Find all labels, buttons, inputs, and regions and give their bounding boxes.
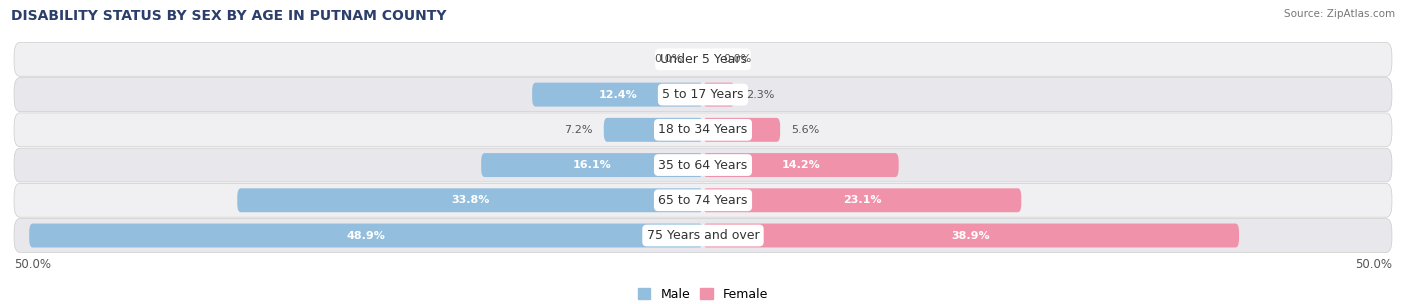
FancyBboxPatch shape (14, 113, 1392, 147)
Text: 75 Years and over: 75 Years and over (647, 229, 759, 242)
FancyBboxPatch shape (703, 153, 898, 177)
FancyBboxPatch shape (14, 78, 1392, 112)
Text: 5.6%: 5.6% (792, 125, 820, 135)
Text: DISABILITY STATUS BY SEX BY AGE IN PUTNAM COUNTY: DISABILITY STATUS BY SEX BY AGE IN PUTNA… (11, 9, 447, 23)
Text: 50.0%: 50.0% (1355, 258, 1392, 271)
Text: 33.8%: 33.8% (451, 195, 489, 205)
Text: 48.9%: 48.9% (347, 230, 385, 240)
FancyBboxPatch shape (14, 219, 1392, 252)
Text: 0.0%: 0.0% (654, 54, 682, 64)
FancyBboxPatch shape (603, 118, 703, 142)
FancyBboxPatch shape (238, 188, 703, 212)
FancyBboxPatch shape (531, 83, 703, 107)
FancyBboxPatch shape (14, 148, 1392, 182)
Text: 14.2%: 14.2% (782, 160, 820, 170)
FancyBboxPatch shape (703, 223, 1239, 247)
Text: Source: ZipAtlas.com: Source: ZipAtlas.com (1284, 9, 1395, 19)
FancyBboxPatch shape (703, 188, 1021, 212)
Text: 16.1%: 16.1% (572, 160, 612, 170)
Text: 35 to 64 Years: 35 to 64 Years (658, 159, 748, 171)
Text: 7.2%: 7.2% (564, 125, 593, 135)
Text: 2.3%: 2.3% (745, 90, 775, 100)
FancyBboxPatch shape (14, 183, 1392, 217)
FancyBboxPatch shape (14, 43, 1392, 76)
Text: 23.1%: 23.1% (842, 195, 882, 205)
Text: 0.0%: 0.0% (724, 54, 752, 64)
Legend: Male, Female: Male, Female (638, 288, 768, 301)
Text: 65 to 74 Years: 65 to 74 Years (658, 194, 748, 207)
FancyBboxPatch shape (481, 153, 703, 177)
Text: Under 5 Years: Under 5 Years (659, 53, 747, 66)
Text: 18 to 34 Years: 18 to 34 Years (658, 123, 748, 136)
Text: 12.4%: 12.4% (598, 90, 637, 100)
Text: 50.0%: 50.0% (14, 258, 51, 271)
Text: 5 to 17 Years: 5 to 17 Years (662, 88, 744, 101)
FancyBboxPatch shape (30, 223, 703, 247)
FancyBboxPatch shape (703, 83, 735, 107)
FancyBboxPatch shape (703, 118, 780, 142)
Text: 38.9%: 38.9% (952, 230, 990, 240)
